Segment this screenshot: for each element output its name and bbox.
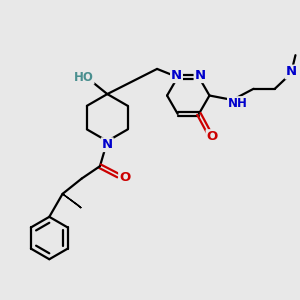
Text: N: N [194,69,206,82]
Text: O: O [206,130,218,143]
Text: N: N [171,69,182,82]
Text: NH: NH [228,97,248,110]
Text: HO: HO [74,71,94,84]
Text: O: O [119,171,130,184]
Polygon shape [62,194,81,208]
Text: N: N [102,138,113,151]
Text: N: N [286,65,297,79]
